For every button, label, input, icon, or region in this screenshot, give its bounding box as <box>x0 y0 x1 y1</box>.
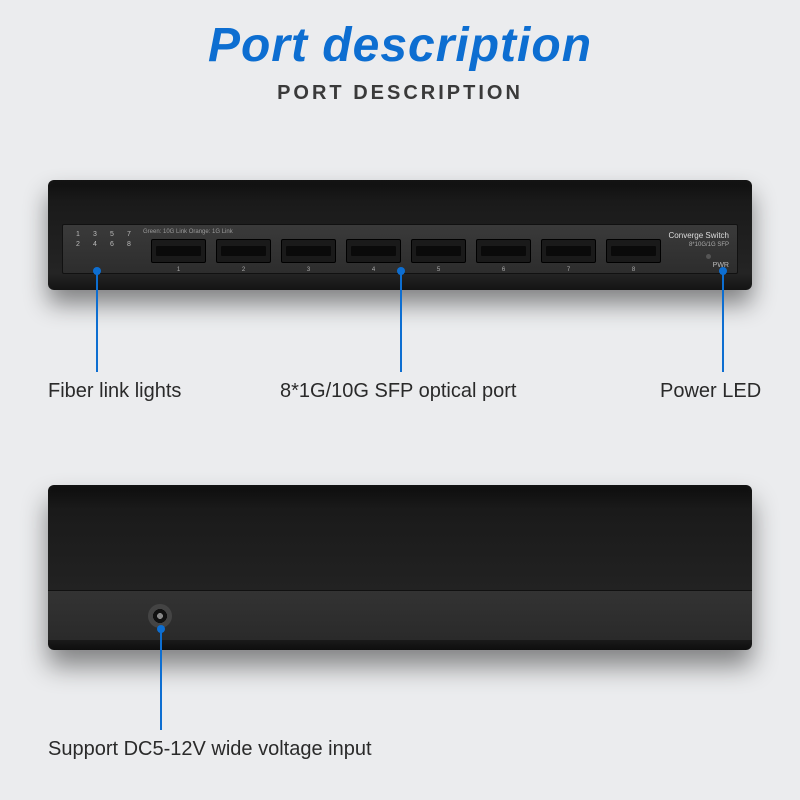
sfp-port: 7 <box>541 239 596 263</box>
sfp-row: 1 2 3 4 5 6 7 8 <box>151 239 661 263</box>
brand-line1: Converge Switch <box>669 231 729 240</box>
sfp-port: 4 <box>346 239 401 263</box>
port-label: 8 <box>607 267 660 273</box>
port-label: 5 <box>412 267 465 273</box>
title-main: Port description <box>0 18 800 73</box>
callout-label-pwr: Power LED <box>660 380 761 403</box>
port-label: 1 <box>152 267 205 273</box>
led-num: 5 <box>110 231 114 239</box>
led-num: 2 <box>76 241 80 249</box>
sfp-port: 2 <box>216 239 271 263</box>
brand-text: Converge Switch 8*10G/1G SFP <box>669 231 729 248</box>
sfp-port: 5 <box>411 239 466 263</box>
callout-line-dc <box>160 630 162 730</box>
led-grid: 1 2 3 4 5 6 7 8 <box>71 231 136 263</box>
led-num: 3 <box>93 231 97 239</box>
port-label: 2 <box>217 267 270 273</box>
link-legend: Green: 10G Link Orange: 1G Link <box>143 229 233 235</box>
callout-label-dc: Support DC5-12V wide voltage input <box>48 738 372 761</box>
callout-line-sfp <box>400 272 402 372</box>
callout-label-fiber: Fiber link lights <box>48 380 181 403</box>
sfp-port: 6 <box>476 239 531 263</box>
led-num: 4 <box>93 241 97 249</box>
pwr-led-icon <box>706 254 711 259</box>
callout-label-sfp: 8*1G/10G SFP optical port <box>280 380 516 403</box>
port-label: 3 <box>282 267 335 273</box>
port-label: 4 <box>347 267 400 273</box>
led-num: 7 <box>127 231 131 239</box>
port-label: 7 <box>542 267 595 273</box>
led-num: 8 <box>127 241 131 249</box>
sfp-port: 3 <box>281 239 336 263</box>
led-num: 1 <box>76 231 80 239</box>
led-num: 6 <box>110 241 114 249</box>
device-rear <box>48 485 752 650</box>
port-label: 6 <box>477 267 530 273</box>
brand-line2: 8*10G/1G SFP <box>669 242 729 248</box>
sfp-port: 8 <box>606 239 661 263</box>
callout-line-fiber <box>96 272 98 372</box>
sfp-port: 1 <box>151 239 206 263</box>
title-sub: PORT DESCRIPTION <box>0 82 800 105</box>
callout-line-pwr <box>722 272 724 372</box>
